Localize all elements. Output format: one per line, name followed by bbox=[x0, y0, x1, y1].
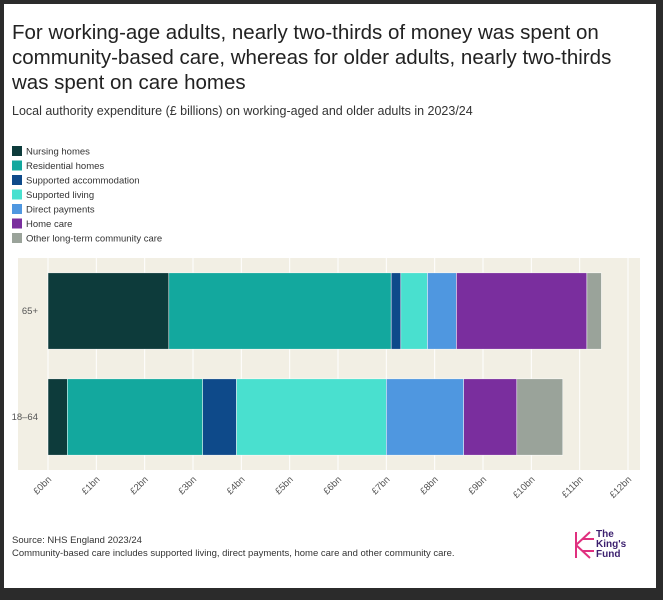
bar-segment bbox=[47, 272, 170, 350]
logo-text: King's bbox=[596, 539, 627, 550]
legend-swatch bbox=[12, 189, 22, 200]
legend-swatch bbox=[12, 233, 22, 243]
y-tick-label: 65+ bbox=[22, 306, 39, 317]
bar-segment bbox=[516, 378, 563, 456]
x-tick-label: £8bn bbox=[418, 474, 441, 497]
legend-label: Home care bbox=[26, 219, 72, 230]
chart: Nursing homes Residential homes Supported … bbox=[12, 146, 640, 560]
logo-text: Fund bbox=[596, 549, 620, 560]
x-tick-label: £5bn bbox=[273, 474, 296, 497]
logo-mark bbox=[575, 531, 594, 559]
legend-label: Residential homes bbox=[26, 161, 104, 172]
source: Source: NHS England 2023/24 bbox=[12, 535, 142, 546]
legend-label: Direct payments bbox=[26, 205, 95, 216]
logo-text: The bbox=[596, 529, 614, 540]
legend-label: Other long-term community care bbox=[26, 234, 162, 245]
legend-label: Supported living bbox=[26, 190, 94, 201]
y-tick-label: 18–64 bbox=[12, 412, 38, 423]
x-tick-label: £12bn bbox=[608, 474, 634, 500]
x-tick-label: £10bn bbox=[511, 474, 537, 500]
note: Community-based care includes supported … bbox=[12, 548, 455, 559]
bar-segment bbox=[386, 378, 464, 456]
legend-swatch bbox=[12, 218, 22, 229]
x-tick-label: £7bn bbox=[370, 474, 393, 497]
x-tick-label: £11bn bbox=[560, 474, 586, 500]
bar-segment bbox=[400, 272, 428, 350]
x-tick-label: £6bn bbox=[321, 474, 344, 497]
legend-label: Supported accommodation bbox=[26, 176, 140, 187]
subtitle: Local authority expenditure (£ billions)… bbox=[12, 104, 473, 118]
legend-swatch bbox=[12, 160, 22, 171]
x-tick-label: £0bn bbox=[31, 474, 54, 497]
x-tick-label: £3bn bbox=[176, 474, 199, 497]
bar-segment bbox=[47, 378, 68, 456]
legend-label: Nursing homes bbox=[26, 147, 90, 158]
legend-swatch bbox=[12, 146, 22, 156]
bar-segment bbox=[390, 272, 402, 350]
x-tick-label: £9bn bbox=[466, 474, 489, 497]
bar-segment bbox=[456, 272, 588, 350]
legend-swatch bbox=[12, 204, 22, 214]
logo-icon bbox=[575, 531, 594, 559]
bar-segment bbox=[463, 378, 518, 456]
bar-segment bbox=[236, 378, 387, 456]
legend-swatch bbox=[12, 175, 22, 185]
title: For working-age adults, nearly two-third… bbox=[12, 21, 612, 94]
bar-segment bbox=[586, 272, 602, 350]
bar-segment bbox=[427, 272, 457, 350]
bar-segment bbox=[202, 378, 237, 456]
bar-segment bbox=[67, 378, 203, 456]
x-tick-label: £1bn bbox=[80, 474, 103, 497]
x-tick-label: £4bn bbox=[225, 474, 248, 497]
card: For working-age adults, nearly two-third… bbox=[4, 4, 656, 588]
x-tick-label: £2bn bbox=[128, 474, 151, 497]
bar-segment bbox=[168, 272, 392, 350]
